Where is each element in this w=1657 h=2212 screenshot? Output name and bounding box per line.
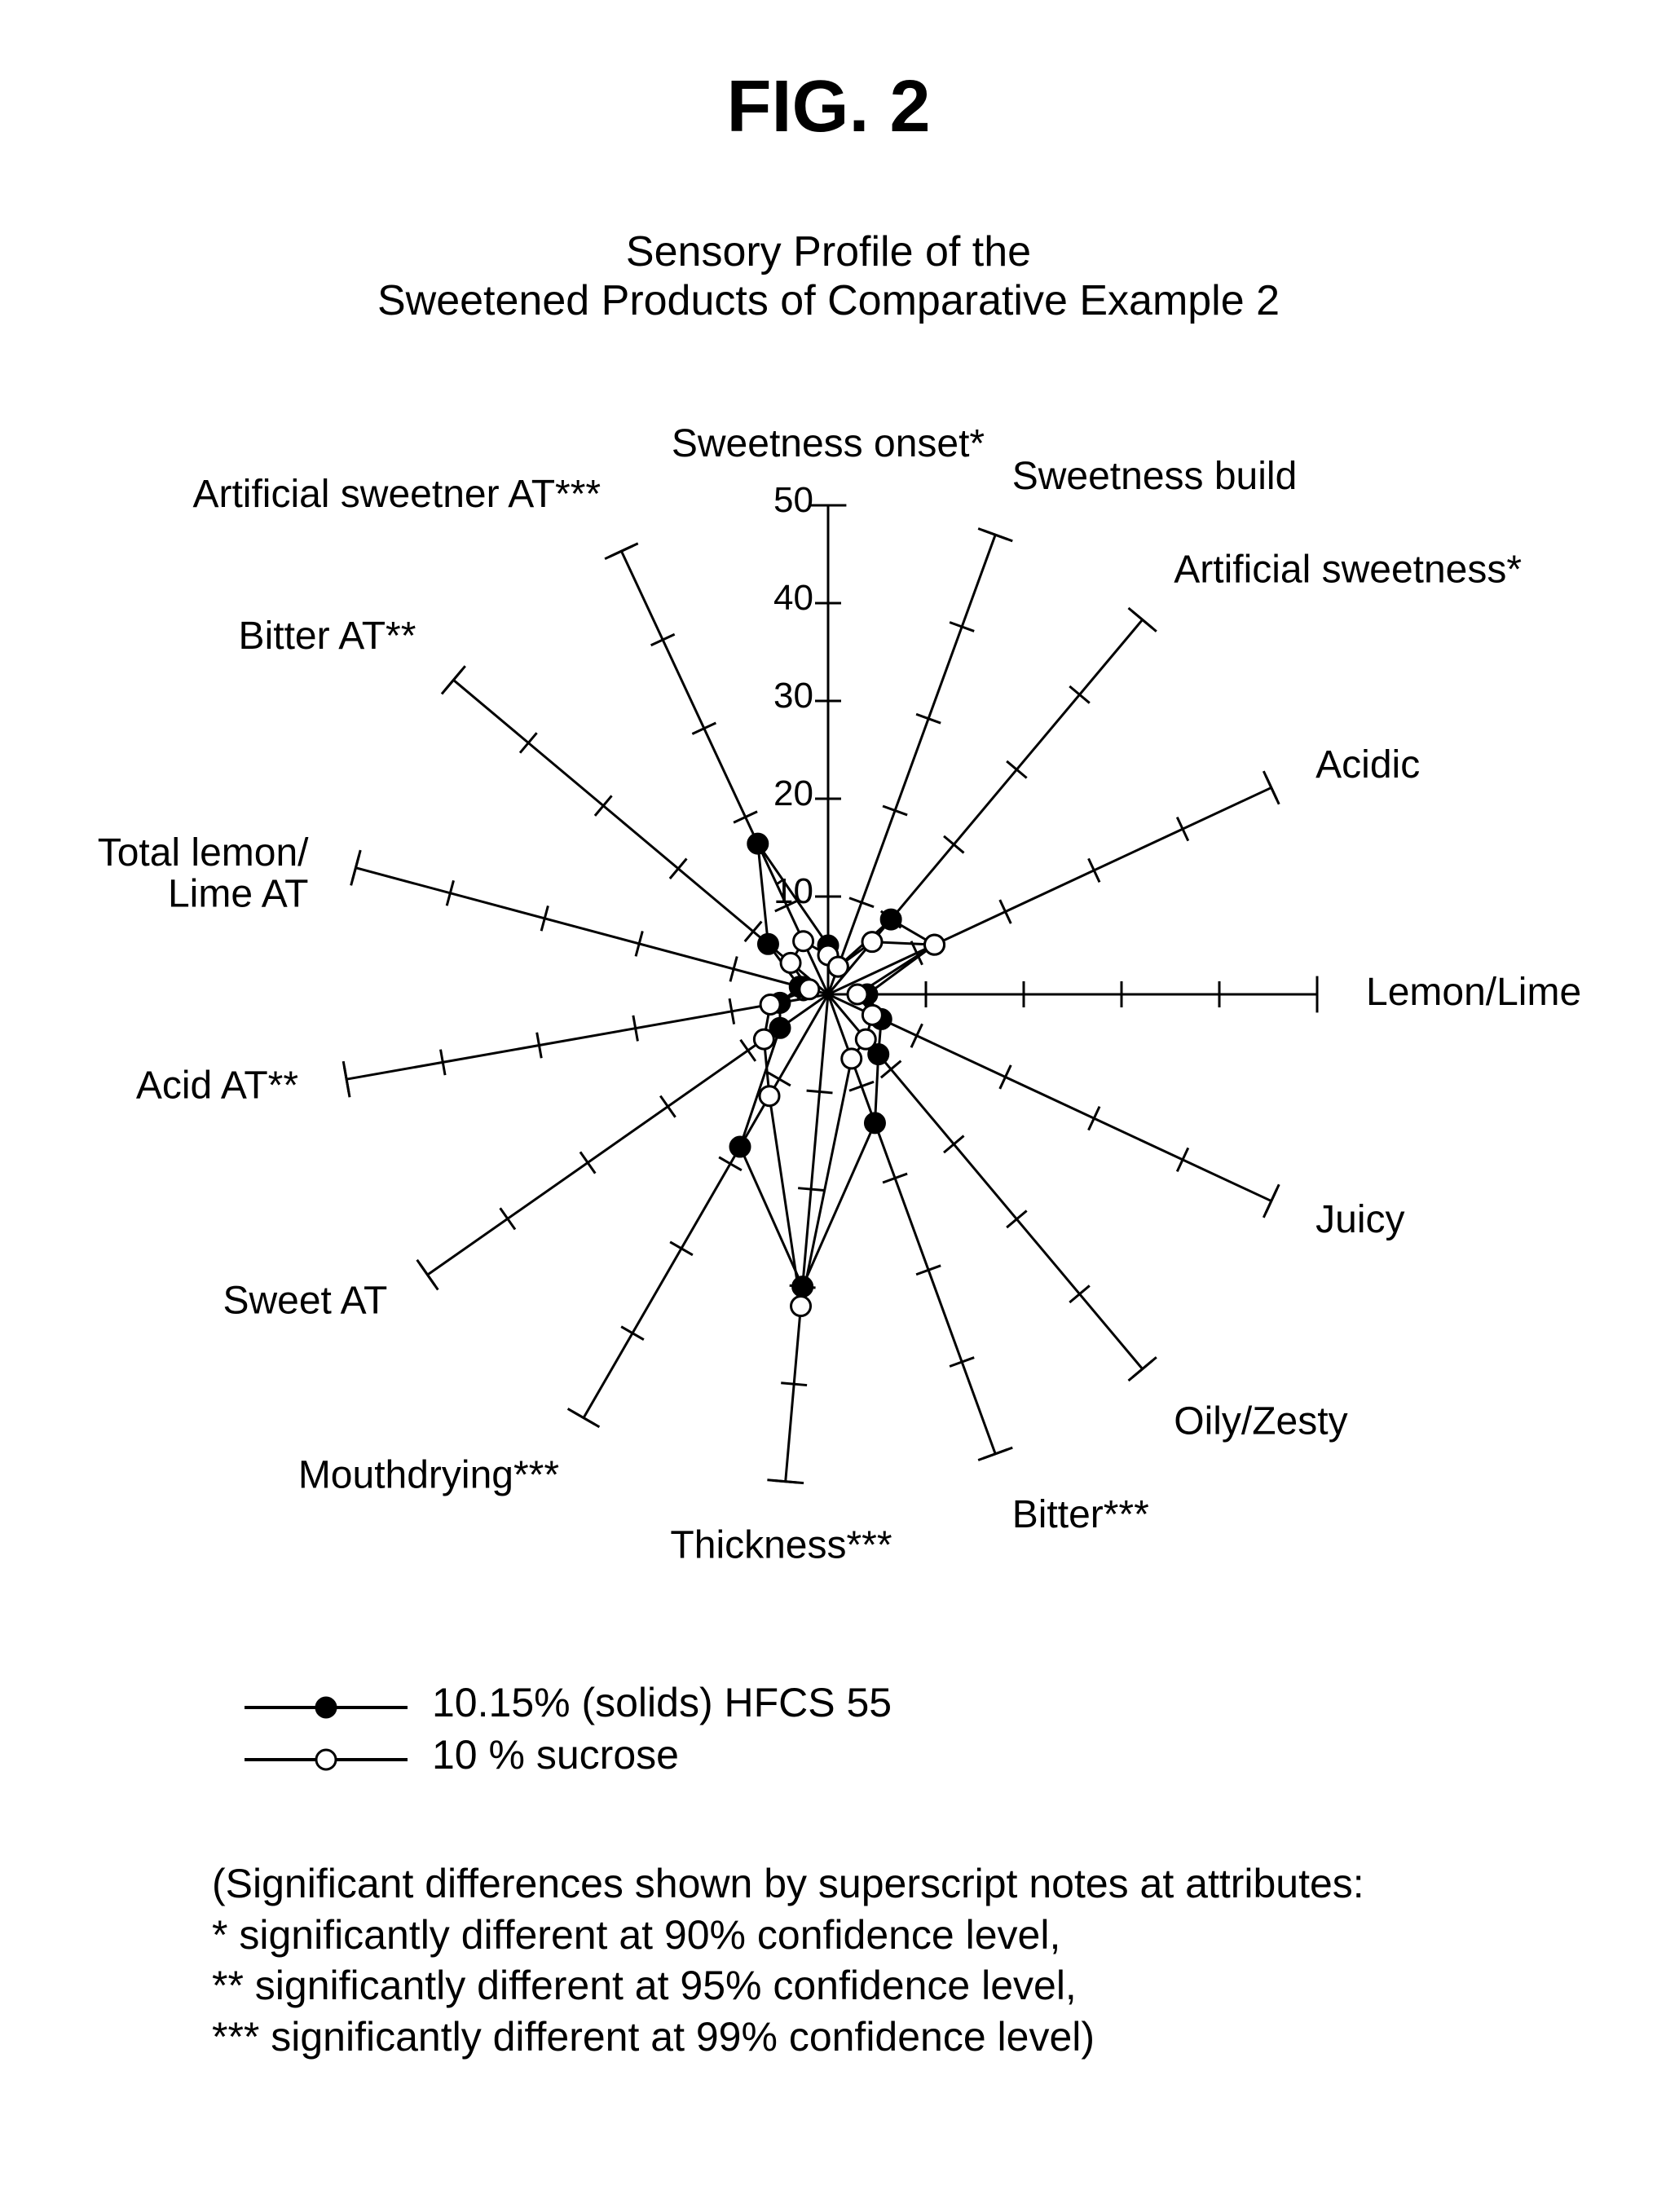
chart-title: Sensory Profile of the Sweetened Product…: [0, 228, 1657, 326]
page: FIG. 2 Sensory Profile of the Sweetened …: [0, 0, 1657, 2212]
legend-swatch-filled: [245, 1686, 408, 1719]
svg-text:Thickness***: Thickness***: [670, 1523, 892, 1566]
svg-text:20: 20: [773, 773, 813, 813]
svg-text:Acidic: Acidic: [1315, 743, 1420, 787]
legend-swatch-open: [245, 1738, 408, 1771]
svg-text:Bitter AT**: Bitter AT**: [239, 615, 416, 658]
legend: 10.15% (solids) HFCS 55 10 % sucrose: [245, 1679, 892, 1783]
notes-line1: * significantly different at 90% confide…: [212, 1910, 1364, 1961]
significance-notes: (Significant differences shown by supers…: [212, 1858, 1364, 2062]
svg-text:Artificial sweetner AT***: Artificial sweetner AT***: [192, 473, 601, 516]
figure-label: FIG. 2: [0, 65, 1657, 149]
svg-text:Oily/Zesty: Oily/Zesty: [1174, 1399, 1347, 1443]
svg-text:Total lemon/Lime AT: Total lemon/Lime AT: [98, 831, 309, 915]
notes-line3: *** significantly different at 99% confi…: [212, 2012, 1364, 2063]
legend-item-1: 10.15% (solids) HFCS 55: [245, 1679, 892, 1726]
chart-title-line1: Sensory Profile of the: [626, 228, 1031, 275]
svg-text:Bitter***: Bitter***: [1012, 1493, 1149, 1536]
chart-title-line2: Sweetened Products of Comparative Exampl…: [377, 277, 1280, 324]
svg-text:40: 40: [773, 578, 813, 618]
svg-text:Juicy: Juicy: [1315, 1198, 1404, 1241]
svg-text:Mouthdrying***: Mouthdrying***: [298, 1453, 559, 1496]
notes-line2: ** significantly different at 95% confid…: [212, 1960, 1364, 2012]
svg-text:Sweetness onset*: Sweetness onset*: [672, 422, 985, 465]
svg-text:Lemon/Lime: Lemon/Lime: [1366, 971, 1581, 1014]
legend-label-2: 10 % sucrose: [432, 1731, 679, 1778]
svg-text:Artificial sweetness*: Artificial sweetness*: [1174, 548, 1522, 591]
svg-text:30: 30: [773, 676, 813, 716]
svg-text:10: 10: [773, 871, 813, 911]
svg-text:Sweet AT: Sweet AT: [223, 1279, 387, 1322]
legend-label-1: 10.15% (solids) HFCS 55: [432, 1679, 892, 1726]
radar-svg: Sweetness onset* Sweetness build Artificia…: [0, 359, 1657, 1630]
svg-text:50: 50: [773, 480, 813, 520]
legend-item-2: 10 % sucrose: [245, 1731, 892, 1778]
svg-text:Acid AT**: Acid AT**: [136, 1064, 298, 1107]
svg-text:Sweetness build: Sweetness build: [1012, 455, 1298, 498]
radar-chart: Sweetness onset* Sweetness build Artificia…: [0, 359, 1657, 1630]
notes-header: (Significant differences shown by supers…: [212, 1858, 1364, 1910]
